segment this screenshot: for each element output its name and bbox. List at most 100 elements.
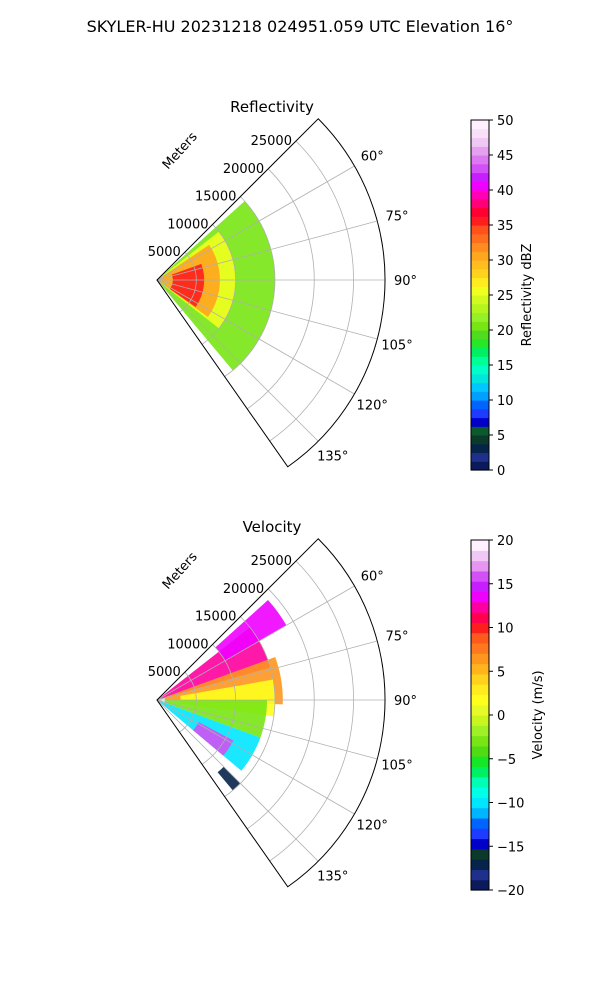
colorbar-swatch xyxy=(471,365,489,375)
colorbar-tick-label: −5 xyxy=(497,753,516,768)
colorbar-swatch xyxy=(471,776,489,788)
reflectivity-angular-tick-labels: 60° 75° 90° 105° 120° 135° xyxy=(317,150,417,465)
colorbar-swatch xyxy=(471,725,489,737)
colorbar-swatch xyxy=(471,715,489,726)
angular-tick-label: 75° xyxy=(386,630,409,645)
echo-region xyxy=(215,600,287,661)
colorbar-swatch xyxy=(471,338,489,349)
colorbar-swatch xyxy=(471,461,489,471)
range-ring xyxy=(224,196,276,377)
colorbar-swatch xyxy=(471,756,489,768)
azimuth-spoke xyxy=(156,279,378,340)
colorbar-tick-label: 10 xyxy=(497,622,514,637)
colorbar-swatch xyxy=(471,704,489,716)
colorbar-swatch xyxy=(471,216,489,226)
azimuth-spoke xyxy=(156,165,355,281)
colorbar-swatch xyxy=(471,312,489,322)
colorbar-swatch xyxy=(471,663,489,675)
colorbar-tick-label: 45 xyxy=(497,149,514,164)
colorbar-tick-label: 50 xyxy=(497,114,514,129)
colorbar-swatch xyxy=(471,787,489,798)
colorbar-swatch xyxy=(471,356,489,366)
colorbar-swatch xyxy=(471,251,489,261)
colorbar-swatch xyxy=(471,242,489,252)
reflectivity-radial-axis-label: Meters xyxy=(160,129,201,172)
colorbar-tick-label: 25 xyxy=(497,289,514,304)
reflectivity-title: Reflectivity xyxy=(230,98,314,116)
colorbar-swatch xyxy=(471,452,489,462)
colorbar-swatch xyxy=(471,260,489,270)
colorbar-swatch xyxy=(471,295,489,305)
colorbar-swatch xyxy=(471,766,489,778)
colorbar-swatch xyxy=(471,321,489,331)
range-ring xyxy=(246,168,315,410)
radial-tick-label: 15000 xyxy=(195,610,236,625)
velocity-title: Velocity xyxy=(243,518,302,536)
range-ring xyxy=(179,251,197,313)
azimuth-spoke xyxy=(156,699,355,815)
azimuth-spoke xyxy=(156,279,355,395)
colorbar-swatch xyxy=(471,373,489,384)
colorbar-swatch xyxy=(471,735,489,747)
velocity-polar-grid xyxy=(156,538,386,888)
reflectivity-panel: Reflectivity 5000 10000 15000 20000 25000 60… xyxy=(148,98,417,468)
angular-tick-label: 120° xyxy=(357,398,388,413)
colorbar-swatch xyxy=(471,207,489,217)
velocity-colorbar-label: Velocity (m/s) xyxy=(531,670,546,759)
reflectivity-colorbar-label: Reflectivity dBZ xyxy=(520,244,535,347)
colorbar-swatch xyxy=(471,233,489,244)
radial-tick-label: 5000 xyxy=(148,245,181,260)
colorbar-tick-label: 35 xyxy=(497,219,514,234)
colorbar-swatch xyxy=(471,330,489,340)
colorbar-swatch xyxy=(471,382,489,392)
colorbar-swatch xyxy=(471,828,489,840)
angular-tick-label: 60° xyxy=(361,570,384,585)
colorbar-swatch xyxy=(471,570,489,582)
range-ring xyxy=(246,588,315,830)
colorbar-tick-label: 5 xyxy=(497,429,505,444)
reflectivity-colorbar-ticks: 0 5 10 15 20 25 30 35 40 45 50 xyxy=(489,114,514,479)
sector-outline xyxy=(156,118,386,468)
range-ring xyxy=(201,224,236,345)
echo-region xyxy=(217,766,241,791)
range-ring xyxy=(269,560,354,862)
colorbar-swatch xyxy=(471,581,489,593)
azimuth-spoke xyxy=(156,640,378,701)
colorbar-tick-label: 15 xyxy=(497,359,514,374)
colorbar-swatch xyxy=(471,612,489,623)
reflectivity-polar-grid xyxy=(156,118,386,468)
colorbar-tick-label: −15 xyxy=(497,840,524,855)
velocity-colorbar-ticks: −20 −15 −10 −5 0 5 10 15 20 xyxy=(489,534,524,899)
velocity-colorbar: −20 −15 −10 −5 0 5 10 15 20 Velocity (m/s) xyxy=(470,534,546,899)
range-ring xyxy=(201,644,236,765)
radial-tick-label: 10000 xyxy=(167,637,208,652)
echo-region xyxy=(193,722,234,756)
colorbar-swatch xyxy=(471,120,489,130)
colorbar-swatch xyxy=(471,303,489,314)
radial-tick-label: 20000 xyxy=(223,162,264,177)
colorbar-tick-label: 15 xyxy=(497,578,514,593)
velocity-panel: Velocity 5000 10000 15000 20000 25000 60° 75°… xyxy=(148,518,417,888)
colorbar-swatch xyxy=(471,848,489,860)
colorbar-swatch xyxy=(471,443,489,454)
colorbar-swatch xyxy=(471,797,489,809)
figure-suptitle: SKYLER-HU 20231218 024951.059 UTC Elevat… xyxy=(87,17,514,36)
colorbar-swatch xyxy=(471,560,489,572)
colorbar-swatch xyxy=(471,879,489,891)
colorbar-tick-label: 10 xyxy=(497,394,514,409)
colorbar-swatch xyxy=(471,859,489,871)
colorbar-swatch xyxy=(471,838,489,850)
radial-tick-label: 5000 xyxy=(148,665,181,680)
angular-tick-label: 135° xyxy=(317,870,348,885)
colorbar-tick-label: 40 xyxy=(497,184,514,199)
sector-outline xyxy=(156,538,386,888)
angular-tick-label: 105° xyxy=(381,338,412,353)
colorbar-swatch xyxy=(471,181,489,191)
colorbar-swatch xyxy=(471,673,489,685)
angular-tick-label: 135° xyxy=(317,450,348,465)
colorbar-swatch xyxy=(471,277,489,287)
colorbar-swatch xyxy=(471,817,489,829)
colorbar-swatch xyxy=(471,190,489,200)
colorbar-swatch xyxy=(471,137,489,147)
echo-region xyxy=(164,700,268,738)
